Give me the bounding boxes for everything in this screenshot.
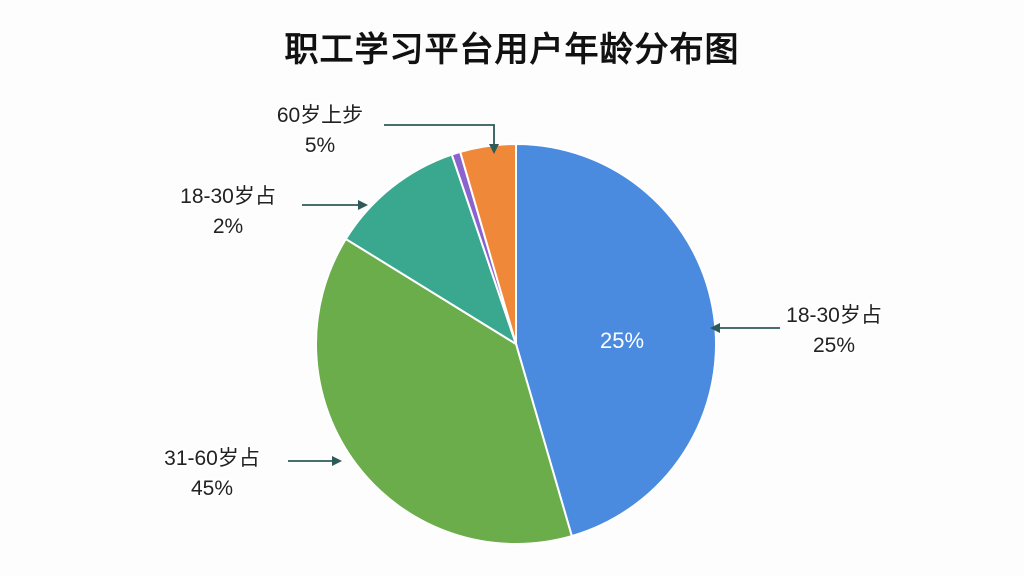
slice-label: 31-60岁占 bbox=[164, 447, 260, 470]
slice-value-label: 2% bbox=[213, 215, 243, 238]
pie-slice bbox=[458, 142, 517, 345]
pie-slice bbox=[344, 153, 518, 347]
slice-inner-label: 25% bbox=[600, 328, 644, 353]
pie-slice bbox=[515, 142, 717, 538]
annotation-arrow bbox=[384, 124, 499, 154]
slice-label: 18-30岁占 bbox=[180, 185, 276, 208]
slice-label: 60岁上步 bbox=[277, 104, 363, 127]
slice-label: 18-30岁占 bbox=[786, 304, 882, 327]
pie-slices: 25% bbox=[315, 142, 717, 545]
chart-title: 职工学习平台用户年龄分布图 bbox=[284, 30, 740, 70]
pie-slice bbox=[315, 237, 574, 545]
slice-value-label: 45% bbox=[191, 477, 233, 500]
pie-annotations: 18-30岁占 25% 31-60岁占 45% 18-30岁占 2% 60岁上步 5% bbox=[162, 102, 884, 502]
slice-value-label: 5% bbox=[305, 134, 335, 157]
slice-value-label: 25% bbox=[813, 334, 855, 357]
